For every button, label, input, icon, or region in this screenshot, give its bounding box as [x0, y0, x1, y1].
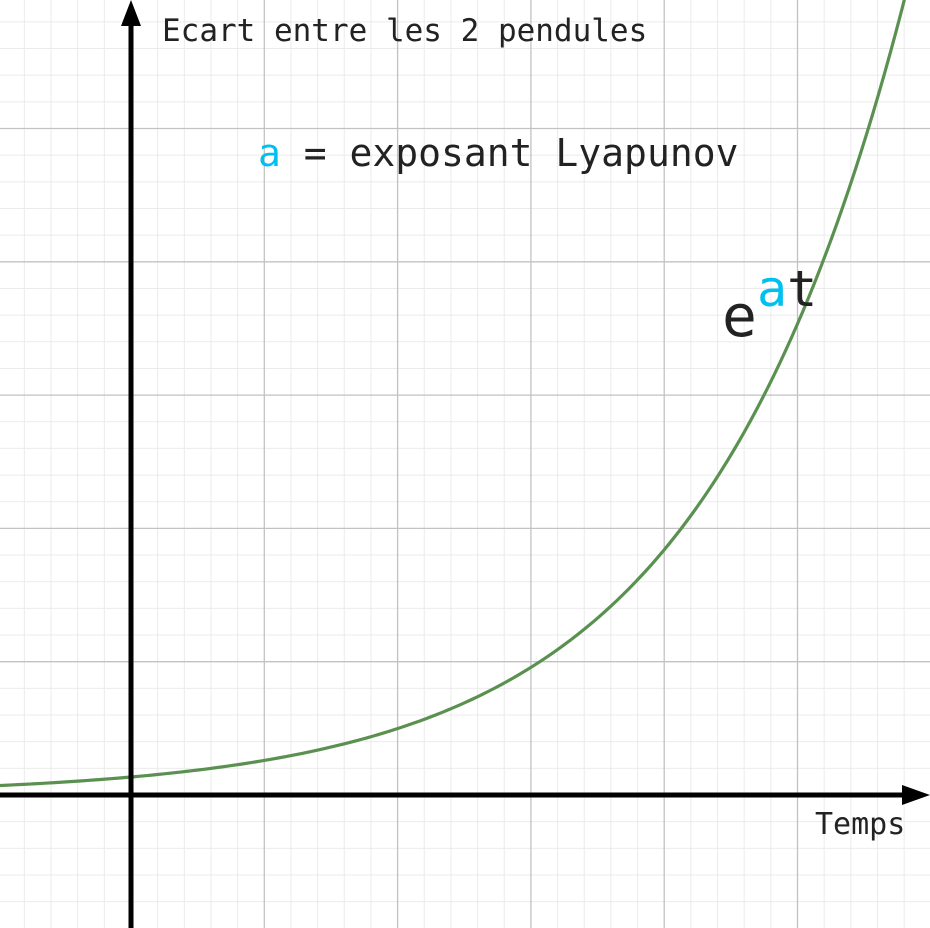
annotation-text: = exposant Lyapunov — [281, 131, 739, 175]
x-axis-label: Temps — [815, 807, 905, 842]
series-line — [0, 0, 906, 788]
x-axis-arrow — [902, 785, 930, 805]
exponential-formula: e at — [722, 260, 817, 350]
lyapunov-annotation: a = exposant Lyapunov — [258, 131, 738, 175]
formula-exponent: at — [757, 260, 817, 318]
formula-exponent-variable: t — [787, 260, 817, 318]
formula-base: e — [722, 282, 757, 350]
annotation-symbol: a — [258, 131, 281, 175]
y-axis-arrow — [121, 0, 141, 26]
formula-exponent-symbol: a — [757, 260, 787, 318]
chart-title: Ecart entre les 2 pendules — [162, 13, 647, 49]
